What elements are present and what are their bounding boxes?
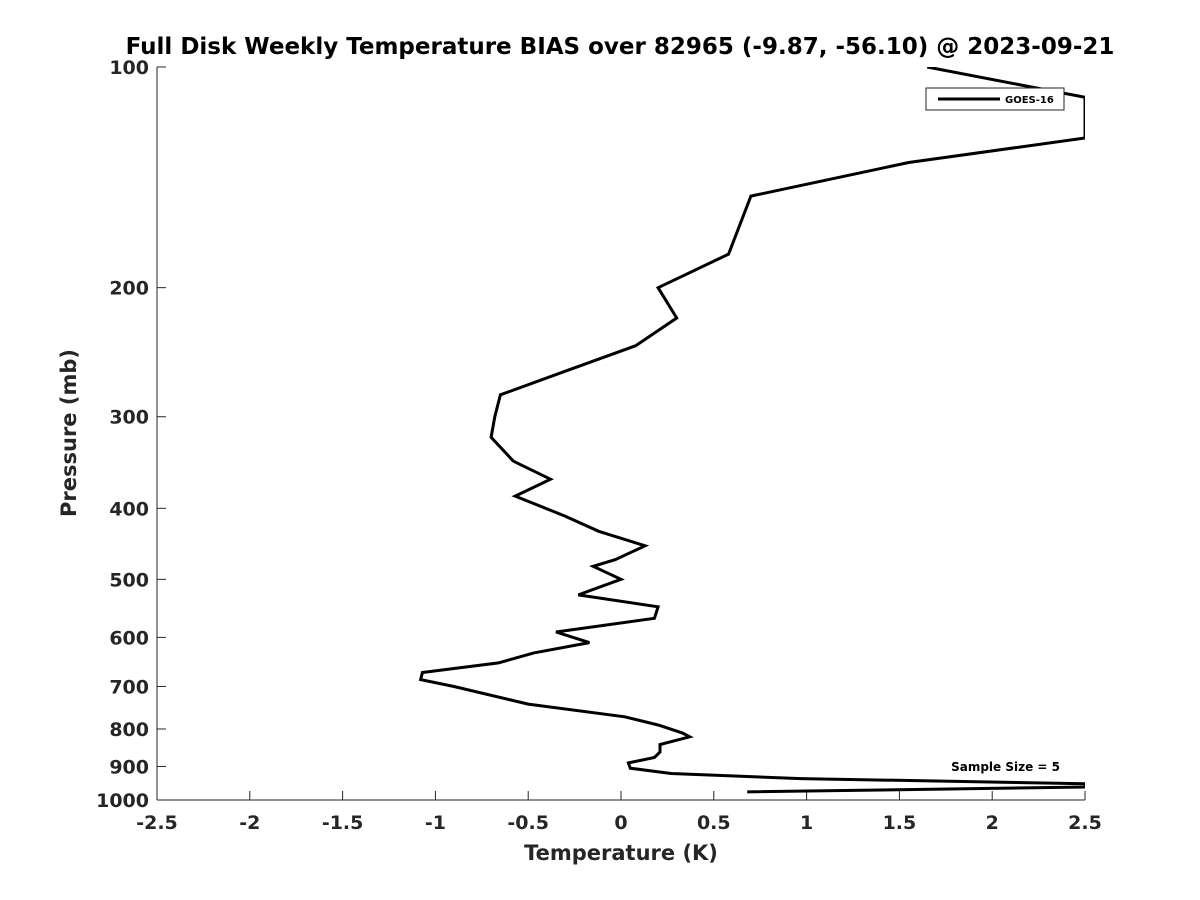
y-tick-label: 1000 — [96, 790, 149, 812]
series-line-goes-16 — [418, 67, 1085, 794]
chart-title: Full Disk Weekly Temperature BIAS over 8… — [126, 34, 1115, 60]
x-tick-label: 1 — [800, 812, 813, 834]
x-tick-label: 0.5 — [697, 812, 731, 834]
x-axis-label: Temperature (K) — [524, 841, 718, 865]
legend-label-goes-16: GOES-16 — [1005, 95, 1054, 106]
y-tick-label: 400 — [109, 498, 149, 520]
y-tick-label: 500 — [109, 569, 149, 591]
x-tick-label: 0 — [614, 812, 627, 834]
y-tick-label: 900 — [109, 756, 149, 778]
plot-area — [157, 67, 1085, 800]
x-tick-label: 2.5 — [1068, 812, 1102, 834]
x-tick-label: -2 — [239, 812, 260, 834]
series-group — [418, 67, 1085, 794]
y-tick-label: 300 — [109, 407, 149, 429]
y-tick-label: 600 — [109, 627, 149, 649]
x-tick-label: 2 — [986, 812, 999, 834]
y-tick-label: 800 — [109, 719, 149, 741]
y-tick-label: 200 — [109, 278, 149, 300]
x-tick-labels: -2.5 -2 -1.5 -1 -0.5 0 0.5 1 1.5 2 2.5 — [136, 812, 1102, 834]
y-tick-label: 100 — [109, 57, 149, 79]
y-axis-label: Pressure (mb) — [57, 349, 81, 517]
legend: GOES-16 — [925, 87, 1065, 111]
x-tick-label: -2.5 — [136, 812, 178, 834]
x-tick-label: -0.5 — [507, 812, 549, 834]
x-tick-label: 1.5 — [883, 812, 917, 834]
x-tick-label: -1.5 — [322, 812, 364, 834]
y-tick-label: 700 — [109, 676, 149, 698]
x-tick-label: -1 — [425, 812, 446, 834]
sample-size-annotation: Sample Size = 5 — [951, 760, 1060, 774]
axes — [156, 66, 1086, 801]
y-tick-labels: 100 200 300 400 500 600 700 800 900 1000 — [96, 57, 149, 812]
